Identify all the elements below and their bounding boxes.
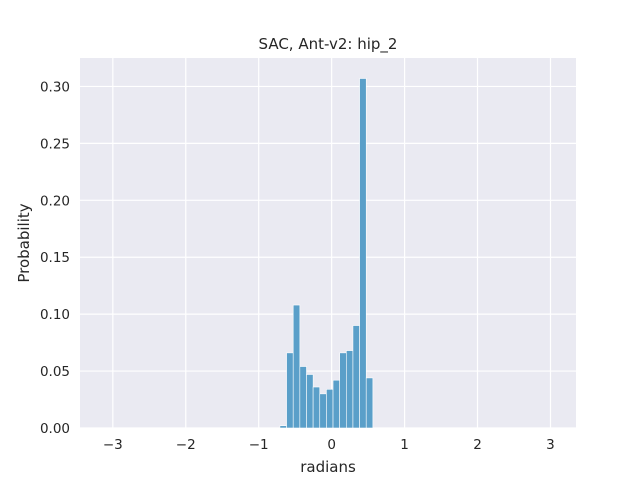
- x-tick-label: 3: [546, 437, 555, 453]
- histogram-bar: [319, 393, 327, 429]
- x-tick-label: −3: [103, 437, 123, 453]
- y-tick-label: 0.00: [40, 421, 70, 437]
- histogram-bar: [365, 377, 374, 429]
- histogram-bar: [339, 352, 347, 429]
- histogram-bar: [312, 386, 321, 429]
- x-tick-label: 0: [327, 437, 336, 453]
- y-tick-label: 0.15: [40, 250, 70, 266]
- x-tick-label: −2: [176, 437, 196, 453]
- histogram-bar: [359, 78, 367, 429]
- y-tick-label: 0.30: [40, 79, 70, 95]
- histogram-bar: [299, 366, 307, 429]
- histogram-bars: [279, 78, 374, 429]
- histogram-bar: [326, 388, 334, 429]
- y-tick-label: 0.05: [40, 364, 70, 380]
- x-axis-ticks: −3 −2 −1 0 1 2 3: [103, 437, 555, 453]
- chart-title: SAC, Ant-v2: hip_2: [259, 35, 398, 54]
- x-tick-label: −1: [249, 437, 269, 453]
- histogram-bar: [306, 374, 314, 429]
- plot-area: [80, 58, 576, 428]
- grid-lines: [80, 58, 576, 429]
- histogram-bar: [286, 352, 294, 429]
- y-tick-label: 0.20: [40, 193, 70, 209]
- x-tick-label: 1: [400, 437, 409, 453]
- histogram-bar: [332, 379, 340, 429]
- histogram-bar: [352, 325, 360, 429]
- y-axis-label: Probability: [15, 203, 33, 282]
- x-tick-label: 2: [473, 437, 482, 453]
- y-axis-ticks: 0.00 0.05 0.10 0.15 0.20 0.25 0.30: [40, 79, 70, 437]
- histogram-bar: [279, 425, 287, 429]
- y-tick-label: 0.25: [40, 136, 70, 152]
- y-tick-label: 0.10: [40, 307, 70, 323]
- x-axis-label: radians: [300, 458, 356, 476]
- histogram-bar: [292, 304, 301, 429]
- histogram-bar: [346, 350, 354, 429]
